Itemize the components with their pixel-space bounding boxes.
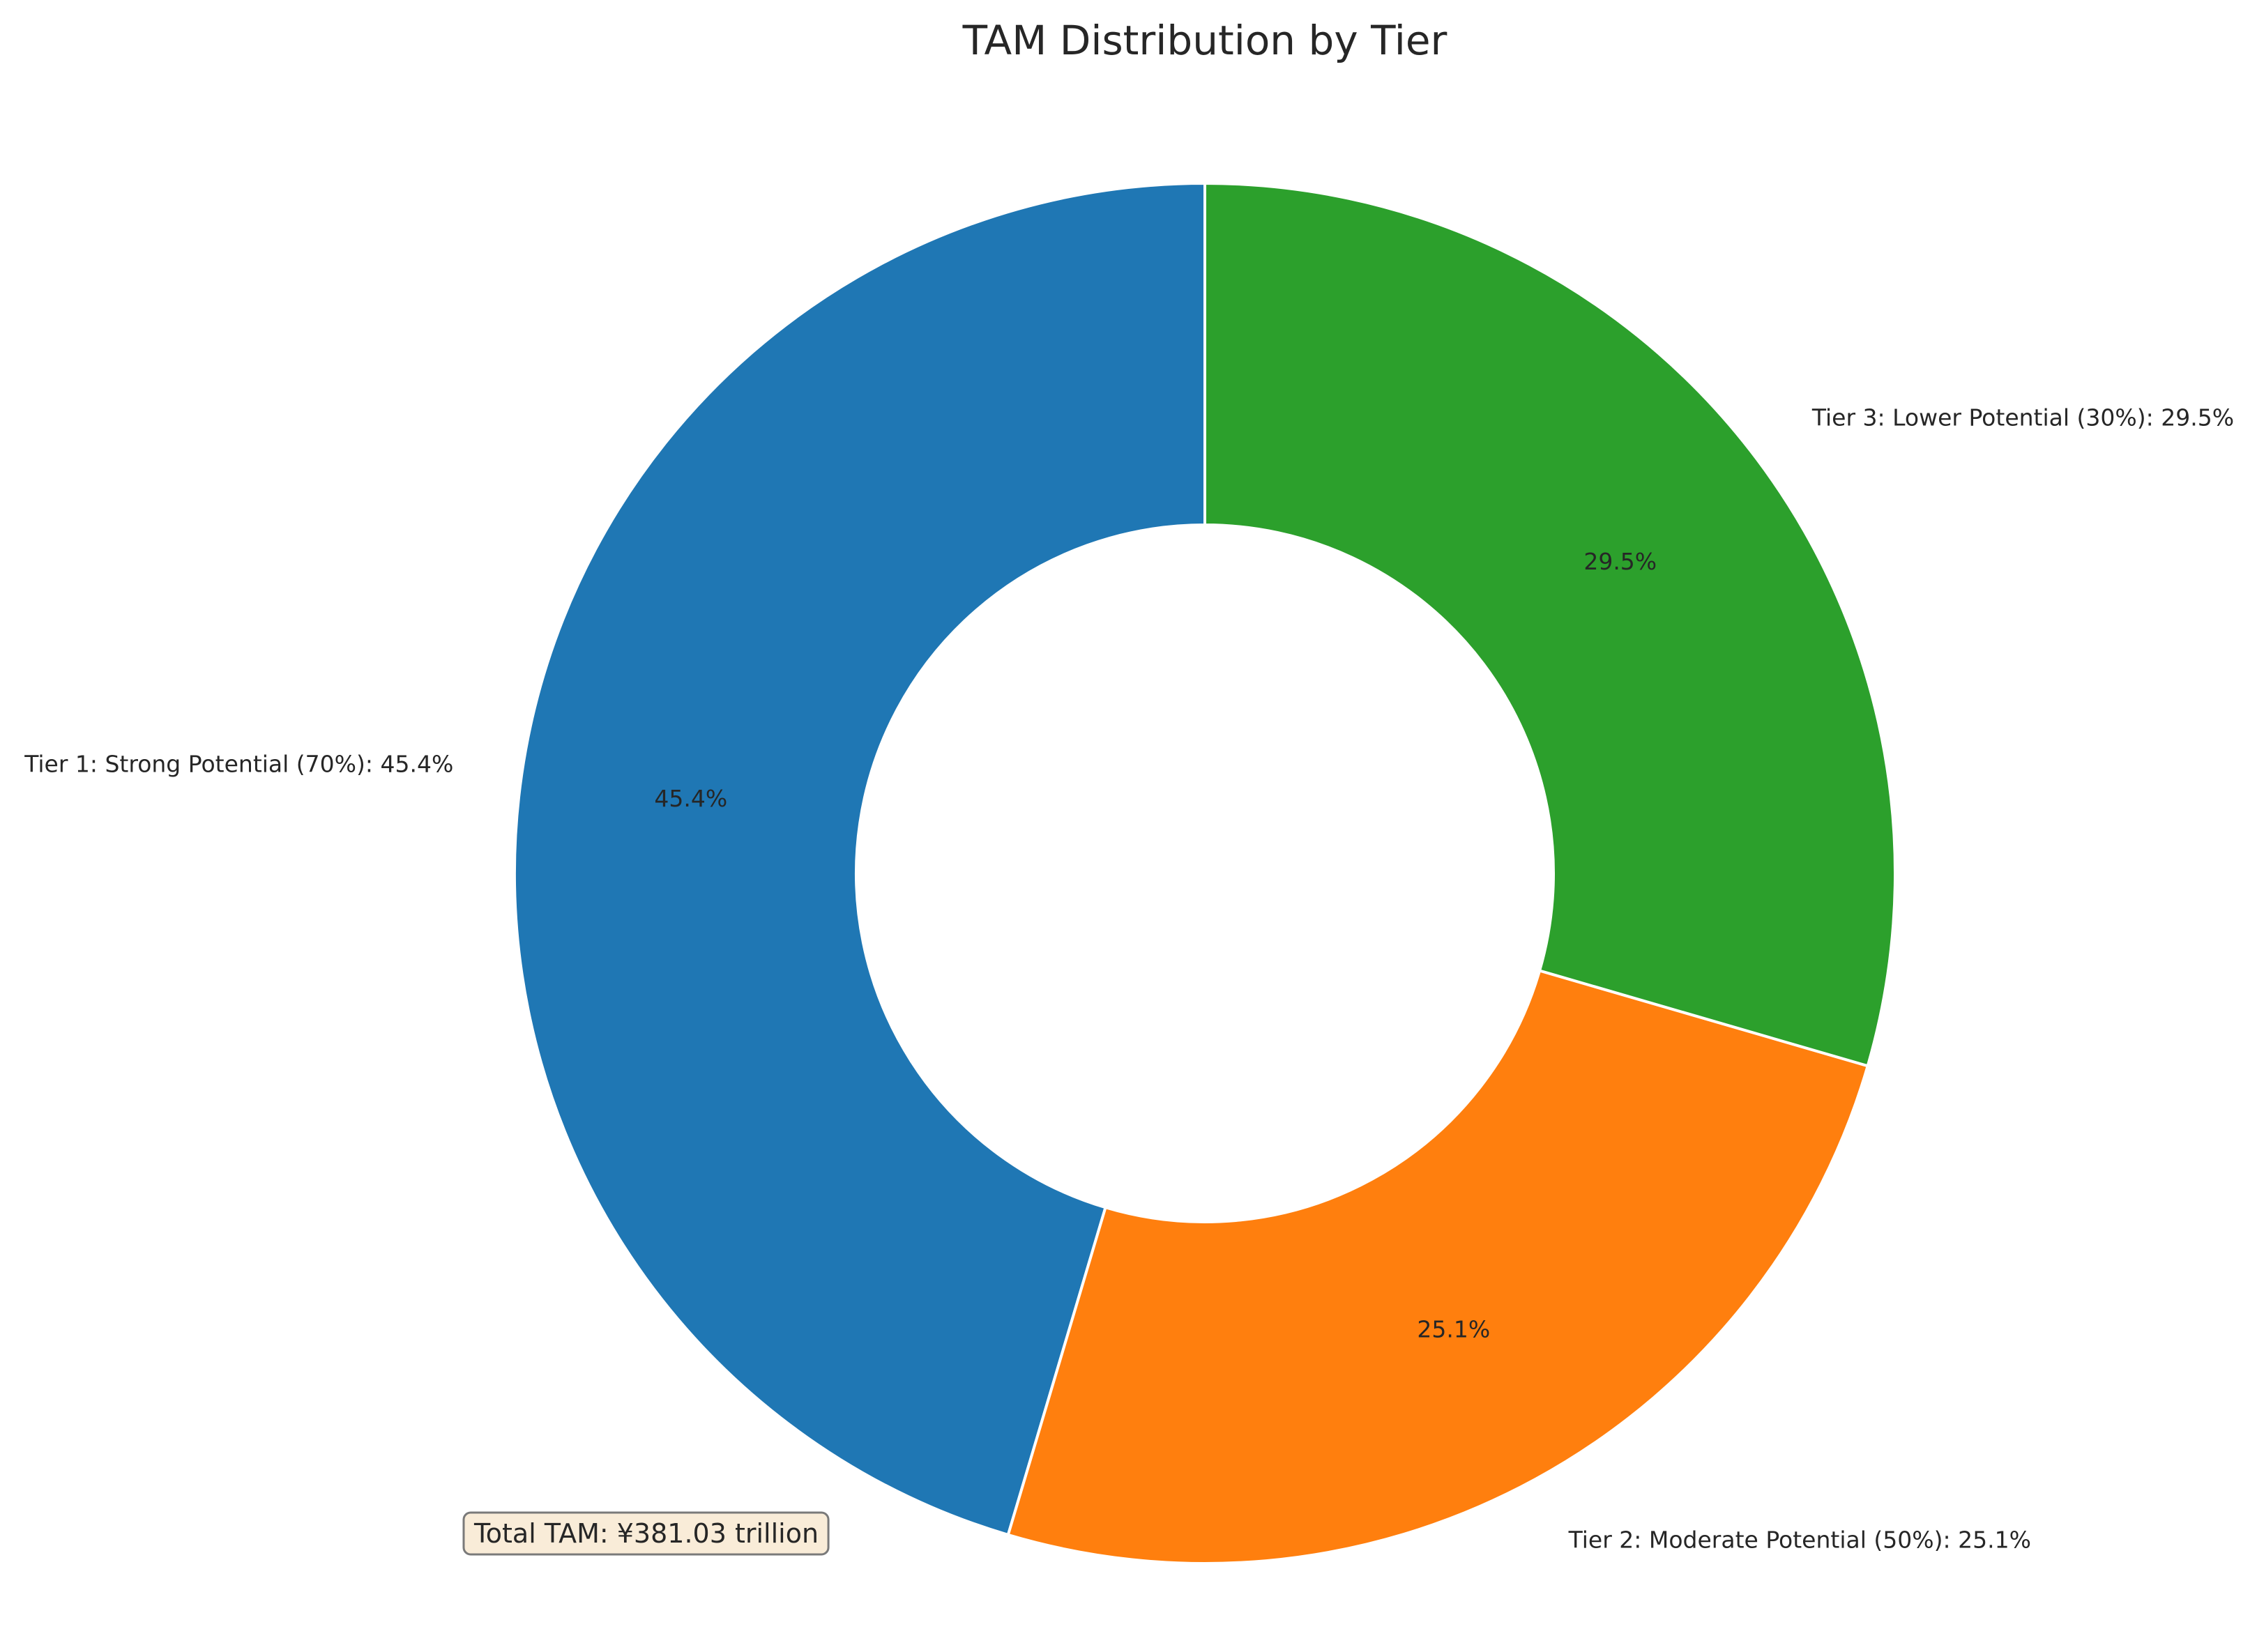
total-annotation: Total TAM: ¥381.03 trillion (462, 1511, 830, 1556)
total-annotation-box (462, 1511, 830, 1556)
slice-tier-1 (513, 182, 1206, 1536)
slice-percent-label-tier-2: 25.1% (1417, 1315, 1490, 1343)
slice-outer-label-tier-1: Tier 1: Strong Potential (70%): 45.4% (24, 751, 453, 778)
slice-tier-2 (1006, 969, 1869, 1566)
slice-outer-label-tier-3: Tier 3: Lower Potential (30%): 29.5% (1811, 404, 2234, 431)
labels-group: 45.4% Tier 1: Strong Potential (70%): 45.… (24, 404, 2234, 1554)
total-annotation-text: Total TAM: ¥381.03 trillion (473, 1518, 819, 1549)
chart-title: TAM Distribution by Tier (962, 17, 1447, 64)
slice-outer-label-tier-2: Tier 2: Moderate Potential (50%): 25.1% (1568, 1526, 2031, 1553)
slices-group (513, 182, 1897, 1566)
slice-tier-3 (1203, 182, 1897, 1068)
slice-percent-label-tier-3: 29.5% (1583, 548, 1657, 575)
slice-percent-label-tier-1: 45.4% (654, 785, 727, 812)
